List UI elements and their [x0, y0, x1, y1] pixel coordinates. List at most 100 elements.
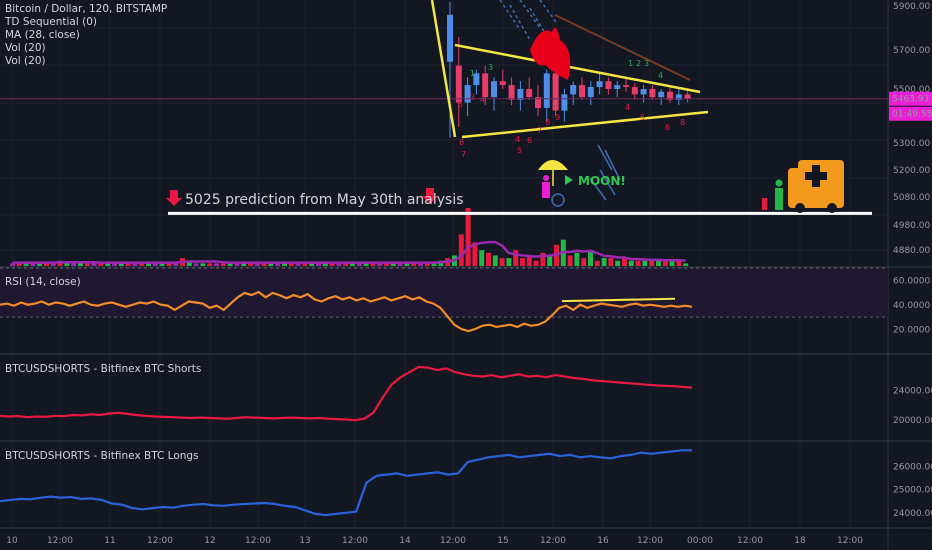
rsi-band-fill [0, 268, 888, 318]
time-tick-label: 12:00 [245, 536, 271, 546]
longs-tick-label: 24000.0000 [893, 509, 932, 519]
volume-bar [397, 263, 403, 266]
td-count-sell: 8 [545, 118, 550, 127]
price-tick-label: 4880.00 [893, 246, 930, 256]
volume-bar [71, 263, 77, 266]
volume-bar [288, 263, 294, 266]
volume-bar [146, 263, 151, 266]
medic-body [775, 188, 783, 210]
indicator-vol-1[interactable]: Vol (20) [5, 42, 46, 54]
candle-body [561, 94, 568, 111]
volume-bar [234, 263, 240, 266]
volume-bar [404, 263, 410, 266]
shorts-line [0, 365, 693, 422]
candle-body [649, 89, 656, 98]
wheel [551, 193, 565, 207]
indicator-td-sequential[interactable]: TD Sequential (0) [5, 16, 97, 28]
volume-bar [635, 260, 641, 266]
volume-bar [186, 260, 192, 266]
volume-bar [159, 263, 165, 266]
candle-body [517, 89, 524, 100]
candle-body [464, 85, 471, 103]
td-count-sell: 5 [517, 146, 522, 155]
volume-bar [50, 263, 56, 266]
td-count-sell: 5 [640, 113, 645, 122]
time-tick-label: 11 [104, 536, 115, 546]
volume-bar [384, 263, 389, 266]
volume-bar [125, 263, 131, 266]
volume-bar [139, 263, 145, 266]
td-count-sell: 7 [461, 150, 466, 159]
volume-bar [30, 263, 36, 266]
candle-body [455, 65, 462, 103]
price-tick-label: 5080.00 [893, 193, 930, 203]
volume-bar [642, 260, 648, 266]
volume-bar [329, 263, 335, 266]
volume-bar [268, 263, 274, 266]
volume-bar [37, 263, 43, 266]
volume-bar [193, 263, 199, 266]
volume-bar [418, 263, 423, 266]
falling-figure [530, 27, 571, 80]
time-tick-label: 12:00 [837, 536, 863, 546]
rain-streak [509, 4, 531, 41]
wind-streak [599, 169, 616, 196]
volume-bar [472, 242, 478, 266]
volume-bar [316, 263, 321, 266]
chart-legend[interactable]: Bitcoin / Dollar, 120, BITSTAMP TD Seque… [5, 2, 167, 67]
moon-arrow [565, 175, 573, 185]
rsi-pane-title[interactable]: RSI (14, close) [5, 276, 81, 288]
td-count-sell: 4 [480, 95, 485, 104]
volume-bar [214, 263, 219, 266]
volume-bar [295, 263, 301, 266]
volume-bar [458, 234, 464, 266]
volume-bar [173, 263, 179, 266]
volume-bar [486, 252, 491, 266]
umbrella [538, 160, 568, 170]
candle-body [596, 81, 603, 88]
td-count-sell: 3 [470, 93, 475, 102]
shorts-pane-title[interactable]: BTCUSDSHORTS - Bitfinex BTC Shorts [5, 363, 202, 375]
volume-bar [105, 263, 111, 266]
time-tick-label: 12:00 [342, 536, 368, 546]
longs-line [0, 449, 692, 517]
volume-bar [227, 263, 233, 266]
price-axis[interactable]: 5900.00 5700.00 5500.00 5300.00 5200.00 5080.… [889, 2, 932, 519]
candle-body [605, 81, 612, 89]
time-tick-label: 00:00 [687, 536, 713, 546]
indicator-ma[interactable]: MA (28, close) [5, 29, 80, 41]
volume-bar [615, 260, 621, 266]
time-tick-label: 14 [399, 536, 411, 546]
candle-body [667, 91, 673, 100]
volume-bar [132, 263, 138, 266]
longs-pane-title[interactable]: BTCUSDSHORTS - Bitfinex BTC Longs [5, 450, 199, 462]
volume-bar [547, 255, 553, 266]
volume-bar [465, 208, 471, 266]
time-axis[interactable]: 10 12:00 11 12:00 12 12:00 13 12:00 14 12:00 15 12:… [6, 536, 863, 546]
td-count-buy: 1 [628, 59, 633, 68]
time-tick-label: 12:00 [440, 536, 466, 546]
volume-bar [581, 258, 587, 266]
candle-body [508, 85, 515, 100]
volume-bar [275, 263, 281, 266]
wedge-lower [461, 110, 709, 139]
price-tick-label: 5300.00 [893, 139, 930, 149]
longs-tick-label: 25000.0000 [893, 486, 932, 496]
indicator-lines [0, 290, 693, 517]
time-tick-label: 12 [204, 536, 215, 546]
volume-bar [44, 263, 49, 266]
time-tick-label: 15 [497, 536, 508, 546]
td-count-sell: 6 [459, 138, 464, 147]
volume-bar [207, 263, 213, 266]
countdown-tag [889, 106, 932, 121]
indicator-vol-2[interactable]: Vol (20) [5, 55, 46, 67]
volume-bar [506, 258, 512, 266]
volume-bar [588, 250, 593, 266]
wedge-left [430, 0, 457, 138]
rsi-line [0, 290, 693, 333]
volume-bar [390, 263, 396, 266]
price-tick-label: 5200.00 [893, 166, 930, 176]
symbol-title[interactable]: Bitcoin / Dollar, 120, BITSTAMP [5, 3, 168, 15]
volume-bar [112, 263, 117, 266]
volume-bar [499, 258, 505, 266]
